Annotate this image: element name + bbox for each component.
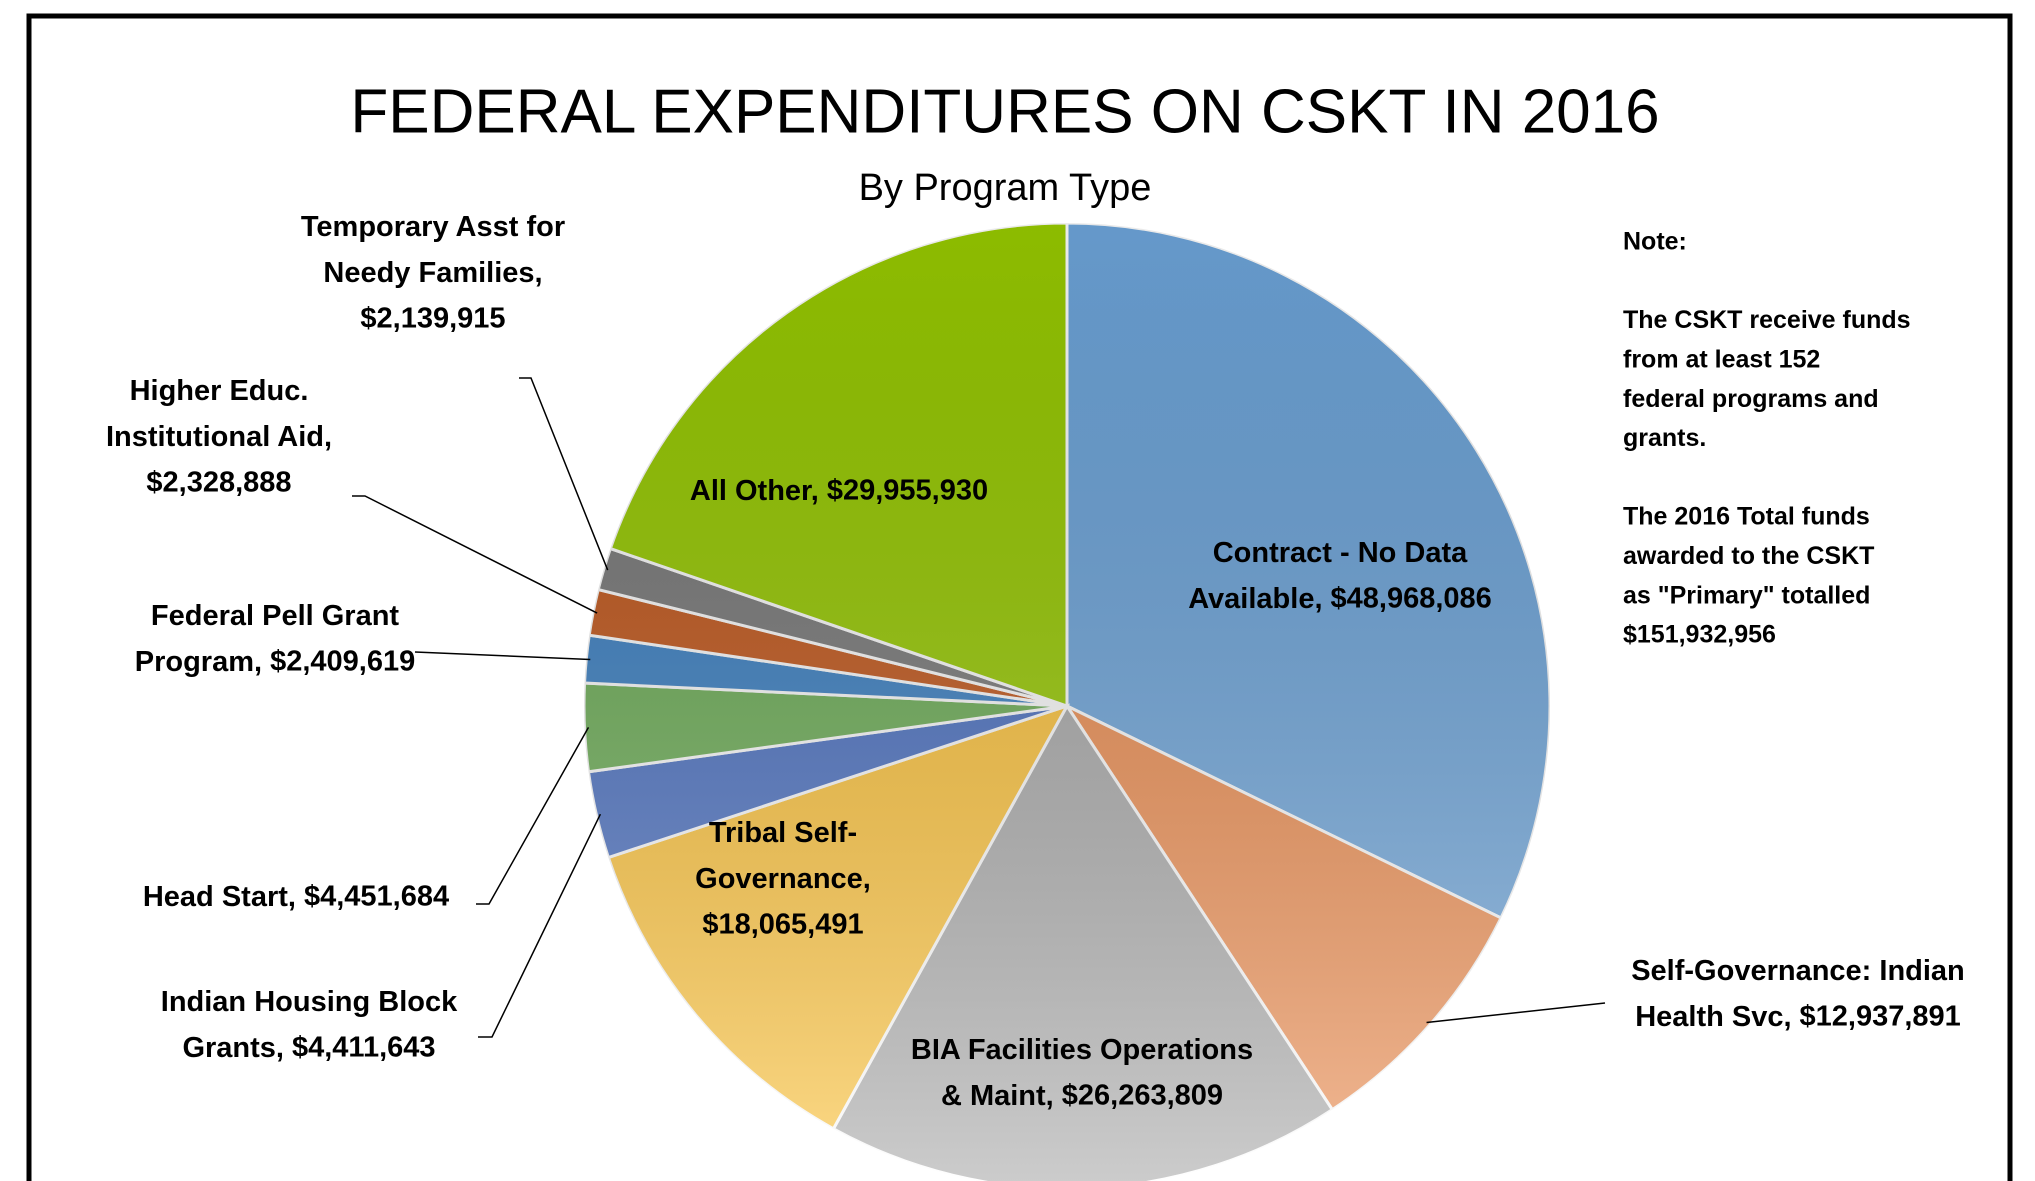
note-line: from at least 152 [1623, 346, 1820, 374]
note: Note: The CSKT receive funds from at least… [1623, 228, 1911, 649]
data-label-value: $18,065,491 [702, 909, 863, 941]
data-label-category: BIA Facilities Operations & Maint, [911, 1034, 1253, 1112]
note-heading: Note: [1623, 228, 1687, 256]
chart-subtitle: By Program Type [859, 167, 1152, 209]
note-line: awarded to the CSKT [1623, 542, 1874, 570]
data-label-value: $4,451,684 [304, 881, 449, 913]
note-line: federal programs and [1623, 385, 1879, 413]
data-label-value: $2,328,888 [146, 467, 291, 499]
leader-line [478, 813, 602, 1038]
note-line: $151,932,956 [1623, 621, 1776, 649]
data-label-value: $48,968,086 [1331, 583, 1492, 615]
leader-line [476, 726, 590, 905]
data-label-value: $2,409,619 [270, 646, 415, 678]
data-label-value: $12,937,891 [1800, 1001, 1961, 1033]
data-label-value: $4,411,643 [292, 1032, 436, 1064]
note-line: The CSKT receive funds [1623, 306, 1911, 334]
chart-title: FEDERAL EXPENDITURES ON CSKT IN 2016 [350, 77, 1659, 146]
data-label-category: Head Start, [143, 881, 296, 913]
data-label-category: Tribal Self-Governance, [695, 817, 871, 895]
data-label-category: Federal Pell Grant Program, [135, 600, 400, 678]
data-label-category: Temporary Asst for Needy Families, [301, 211, 565, 289]
data-label-value: $26,263,809 [1062, 1080, 1223, 1112]
note-line: grants. [1623, 424, 1706, 452]
data-label-value: $29,955,930 [827, 475, 988, 507]
leader-line [414, 651, 591, 661]
data-label-category: All Other, [690, 475, 819, 507]
note-line: as "Primary" totalled [1623, 581, 1870, 609]
note-line: The 2016 Total funds [1623, 503, 1870, 531]
data-label-category: Indian Housing Block Grants, [161, 986, 458, 1064]
leader-line [352, 495, 598, 614]
data-label-category: Higher Educ. Institutional Aid, [106, 375, 332, 453]
data-label-category: Self-Governance: Indian Health Svc, [1631, 955, 1965, 1033]
data-label-value: $2,139,915 [360, 303, 505, 335]
leader-line [1426, 1002, 1606, 1024]
data-labels: Contract - No Data Available, $48,968,086 S… [106, 211, 1965, 1112]
leader-line [519, 377, 609, 571]
data-label-category: Contract - No Data Available, [1188, 537, 1468, 615]
